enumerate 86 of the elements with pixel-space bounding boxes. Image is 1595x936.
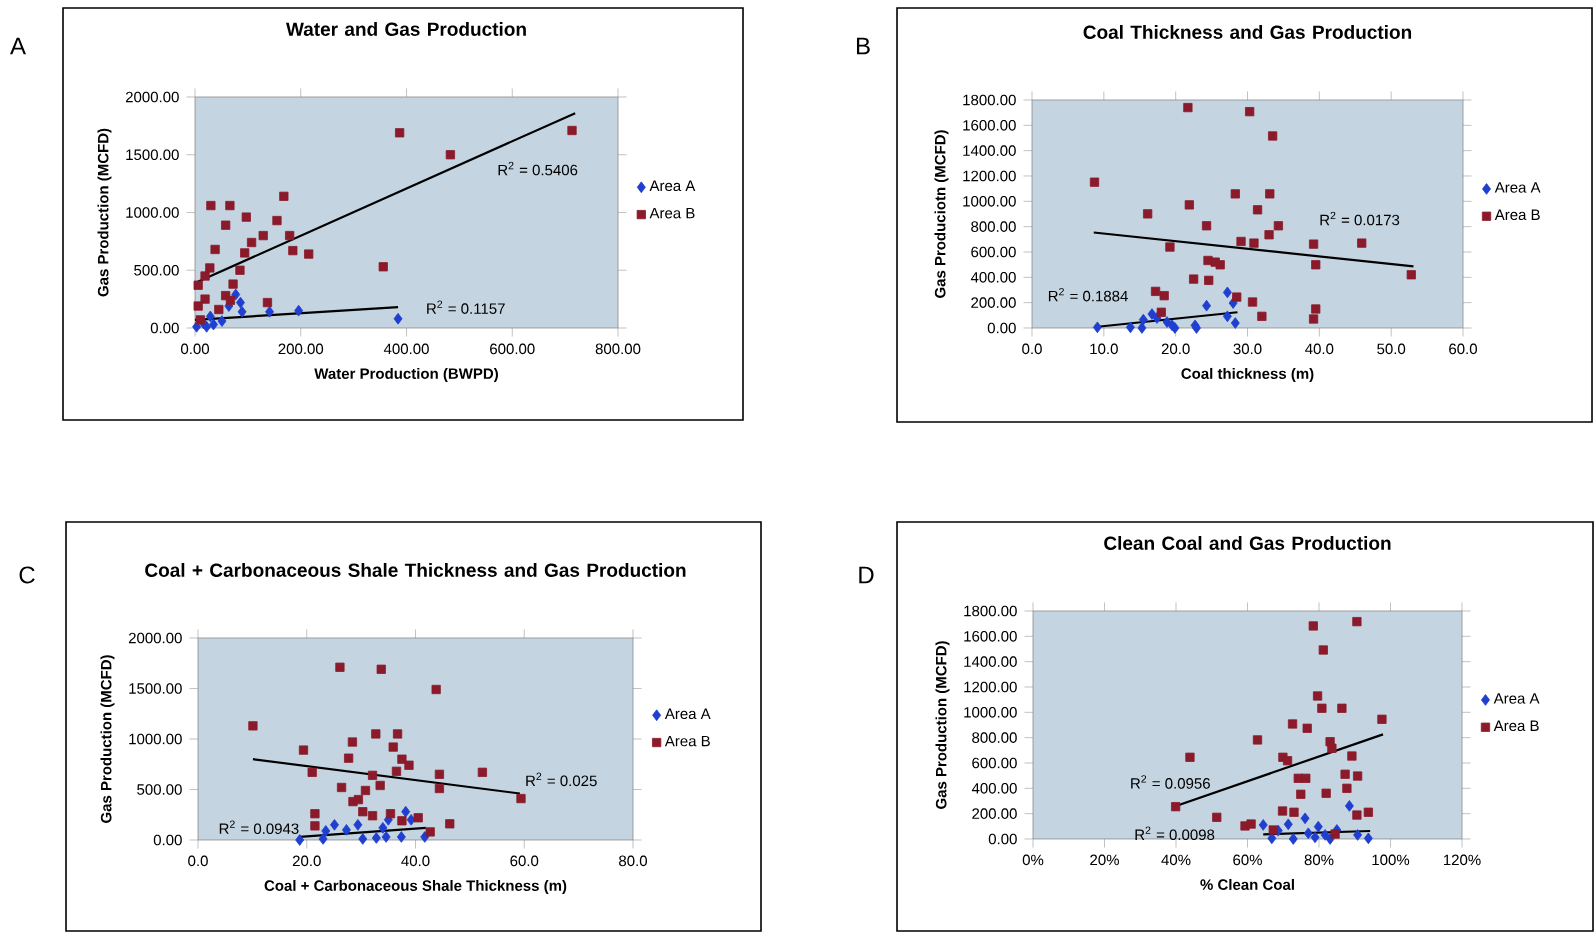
y-tick-label: 1600.00	[963, 120, 1016, 131]
x-tick-label: 100%	[1372, 854, 1410, 866]
x-tick-label: 400.00	[383, 343, 429, 355]
text: A	[10, 37, 26, 55]
x-axis-title: Water Production (BWPD)	[314, 367, 498, 382]
x-tick-label: 40.0	[1305, 343, 1334, 355]
x-tick-label: 80.0	[619, 855, 647, 867]
legend-label: Area A	[664, 708, 711, 720]
y-tick-label: 1500.00	[126, 149, 179, 161]
annotation: R$^{2}$ = 0.0173	[1320, 211, 1400, 226]
annotation: R$^{2}$ = 0.1157	[427, 300, 505, 314]
x-tick-label: 0.0	[188, 855, 208, 867]
x-tick-label: 600.00	[490, 343, 535, 355]
y-tick-label: 0.00	[988, 833, 1017, 845]
x-tick-label: 120%	[1443, 854, 1481, 866]
y-tick-label: 600.00	[972, 757, 1017, 769]
x-tick-label: 800.00	[595, 343, 641, 355]
y-tick-label: 1000.00	[126, 207, 179, 218]
x-tick-label: 20.0	[1161, 343, 1190, 355]
y-tick-label: 1000.00	[129, 733, 182, 745]
y-tick-label: 2000.00	[125, 91, 179, 103]
chart-title: Coal + Carbonaceous Shale Thickness and Gas Production	[145, 562, 686, 577]
y-axis-title: Gas Production (MCFD)	[97, 128, 112, 297]
y-tick-label: 400.00	[971, 783, 1017, 794]
chart-title: Clean Coal and Gas Production	[1104, 535, 1391, 550]
x-tick-label: 0.00	[181, 343, 210, 355]
annotation: R$^{2}$ = 0.0956	[1131, 775, 1210, 789]
x-tick-label: 20.0	[292, 855, 321, 867]
x-tick-label: 60.0	[510, 855, 539, 867]
x-axis-title: Coal + Carbonaceous Shale Thickness (m)	[264, 879, 567, 894]
annotation: R$^{2}$ = 0.025	[526, 772, 597, 787]
x-axis-title: % Clean Coal	[1200, 878, 1294, 890]
y-tick-label: 400.00	[970, 272, 1016, 283]
chart-title: Water and Gas Production	[286, 21, 526, 36]
y-tick-label: 0.00	[153, 834, 182, 846]
y-tick-label: 1800.00	[964, 605, 1017, 617]
x-tick-label: 30.0	[1233, 343, 1262, 355]
x-tick-label: 50.0	[1377, 343, 1406, 355]
x-tick-label: 40.0	[401, 855, 430, 867]
x-axis-title: Coal thickness (m)	[1181, 367, 1314, 382]
y-tick-label: 800.00	[971, 221, 1016, 232]
chart-title: Coal Thickness and Gas Production	[1083, 24, 1412, 39]
y-tick-label: 1800.00	[963, 94, 1016, 106]
legend-label: Area A	[1494, 182, 1541, 193]
y-tick-label: 200.00	[972, 808, 1017, 819]
y-tick-label: 0.00	[987, 322, 1016, 334]
y-tick-label: 1200.00	[964, 681, 1017, 693]
y-tick-label: 600.00	[971, 246, 1016, 258]
text: D	[859, 566, 874, 584]
text: B	[856, 37, 870, 55]
y-tick-label: 1500.00	[129, 683, 182, 694]
legend-label: Area B	[664, 735, 710, 747]
y-axis-title: Gas Production (MCFD)	[935, 641, 950, 809]
y-tick-label: 0.00	[150, 322, 179, 334]
x-tick-label: 40%	[1161, 854, 1191, 866]
y-axis-title: Gas Production (MCFD)	[100, 655, 115, 823]
x-tick-label: 60.0	[1449, 343, 1477, 355]
y-tick-label: 1200.00	[963, 170, 1016, 182]
annotation: R$^{2}$ = 0.0943	[219, 820, 299, 835]
x-tick-label: 0.0	[1022, 343, 1042, 355]
y-tick-label: 1400.00	[964, 656, 1017, 667]
y-tick-label: 500.00	[137, 784, 182, 795]
text: C	[19, 566, 35, 584]
y-tick-label: 800.00	[972, 732, 1017, 743]
y-tick-label: 1000.00	[963, 196, 1016, 207]
y-tick-label: 1000.00	[964, 707, 1017, 718]
y-tick-label: 1400.00	[963, 145, 1016, 156]
y-axis-title: Gas Produciotn (MCFD)	[934, 130, 949, 298]
x-tick-label: 200.00	[278, 343, 324, 355]
x-tick-label: 80%	[1304, 854, 1334, 866]
legend-label: Area B	[1494, 209, 1540, 221]
y-tick-label: 2000.00	[128, 632, 182, 644]
y-tick-label: 500.00	[134, 264, 179, 276]
y-tick-label: 1600.00	[964, 631, 1017, 642]
legend-label: Area B	[1493, 720, 1539, 732]
x-tick-label: 10.0	[1090, 343, 1118, 355]
annotation: R$^{2}$ = 0.0098	[1135, 826, 1215, 841]
annotation: R$^{2}$ = 0.5406	[498, 161, 578, 176]
legend-label: Area A	[1493, 693, 1540, 704]
annotation: R$^{2}$ = 0.1884	[1048, 287, 1128, 302]
y-tick-label: 200.00	[971, 297, 1016, 308]
legend-label: Area A	[649, 180, 696, 192]
x-tick-label: 0%	[1022, 854, 1044, 866]
x-tick-label: 20%	[1090, 854, 1119, 866]
legend-label: Area B	[649, 207, 695, 219]
x-tick-label: 60%	[1233, 854, 1262, 866]
